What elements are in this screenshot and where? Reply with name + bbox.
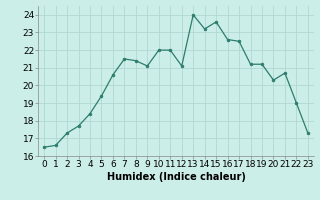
X-axis label: Humidex (Indice chaleur): Humidex (Indice chaleur) — [107, 172, 245, 182]
